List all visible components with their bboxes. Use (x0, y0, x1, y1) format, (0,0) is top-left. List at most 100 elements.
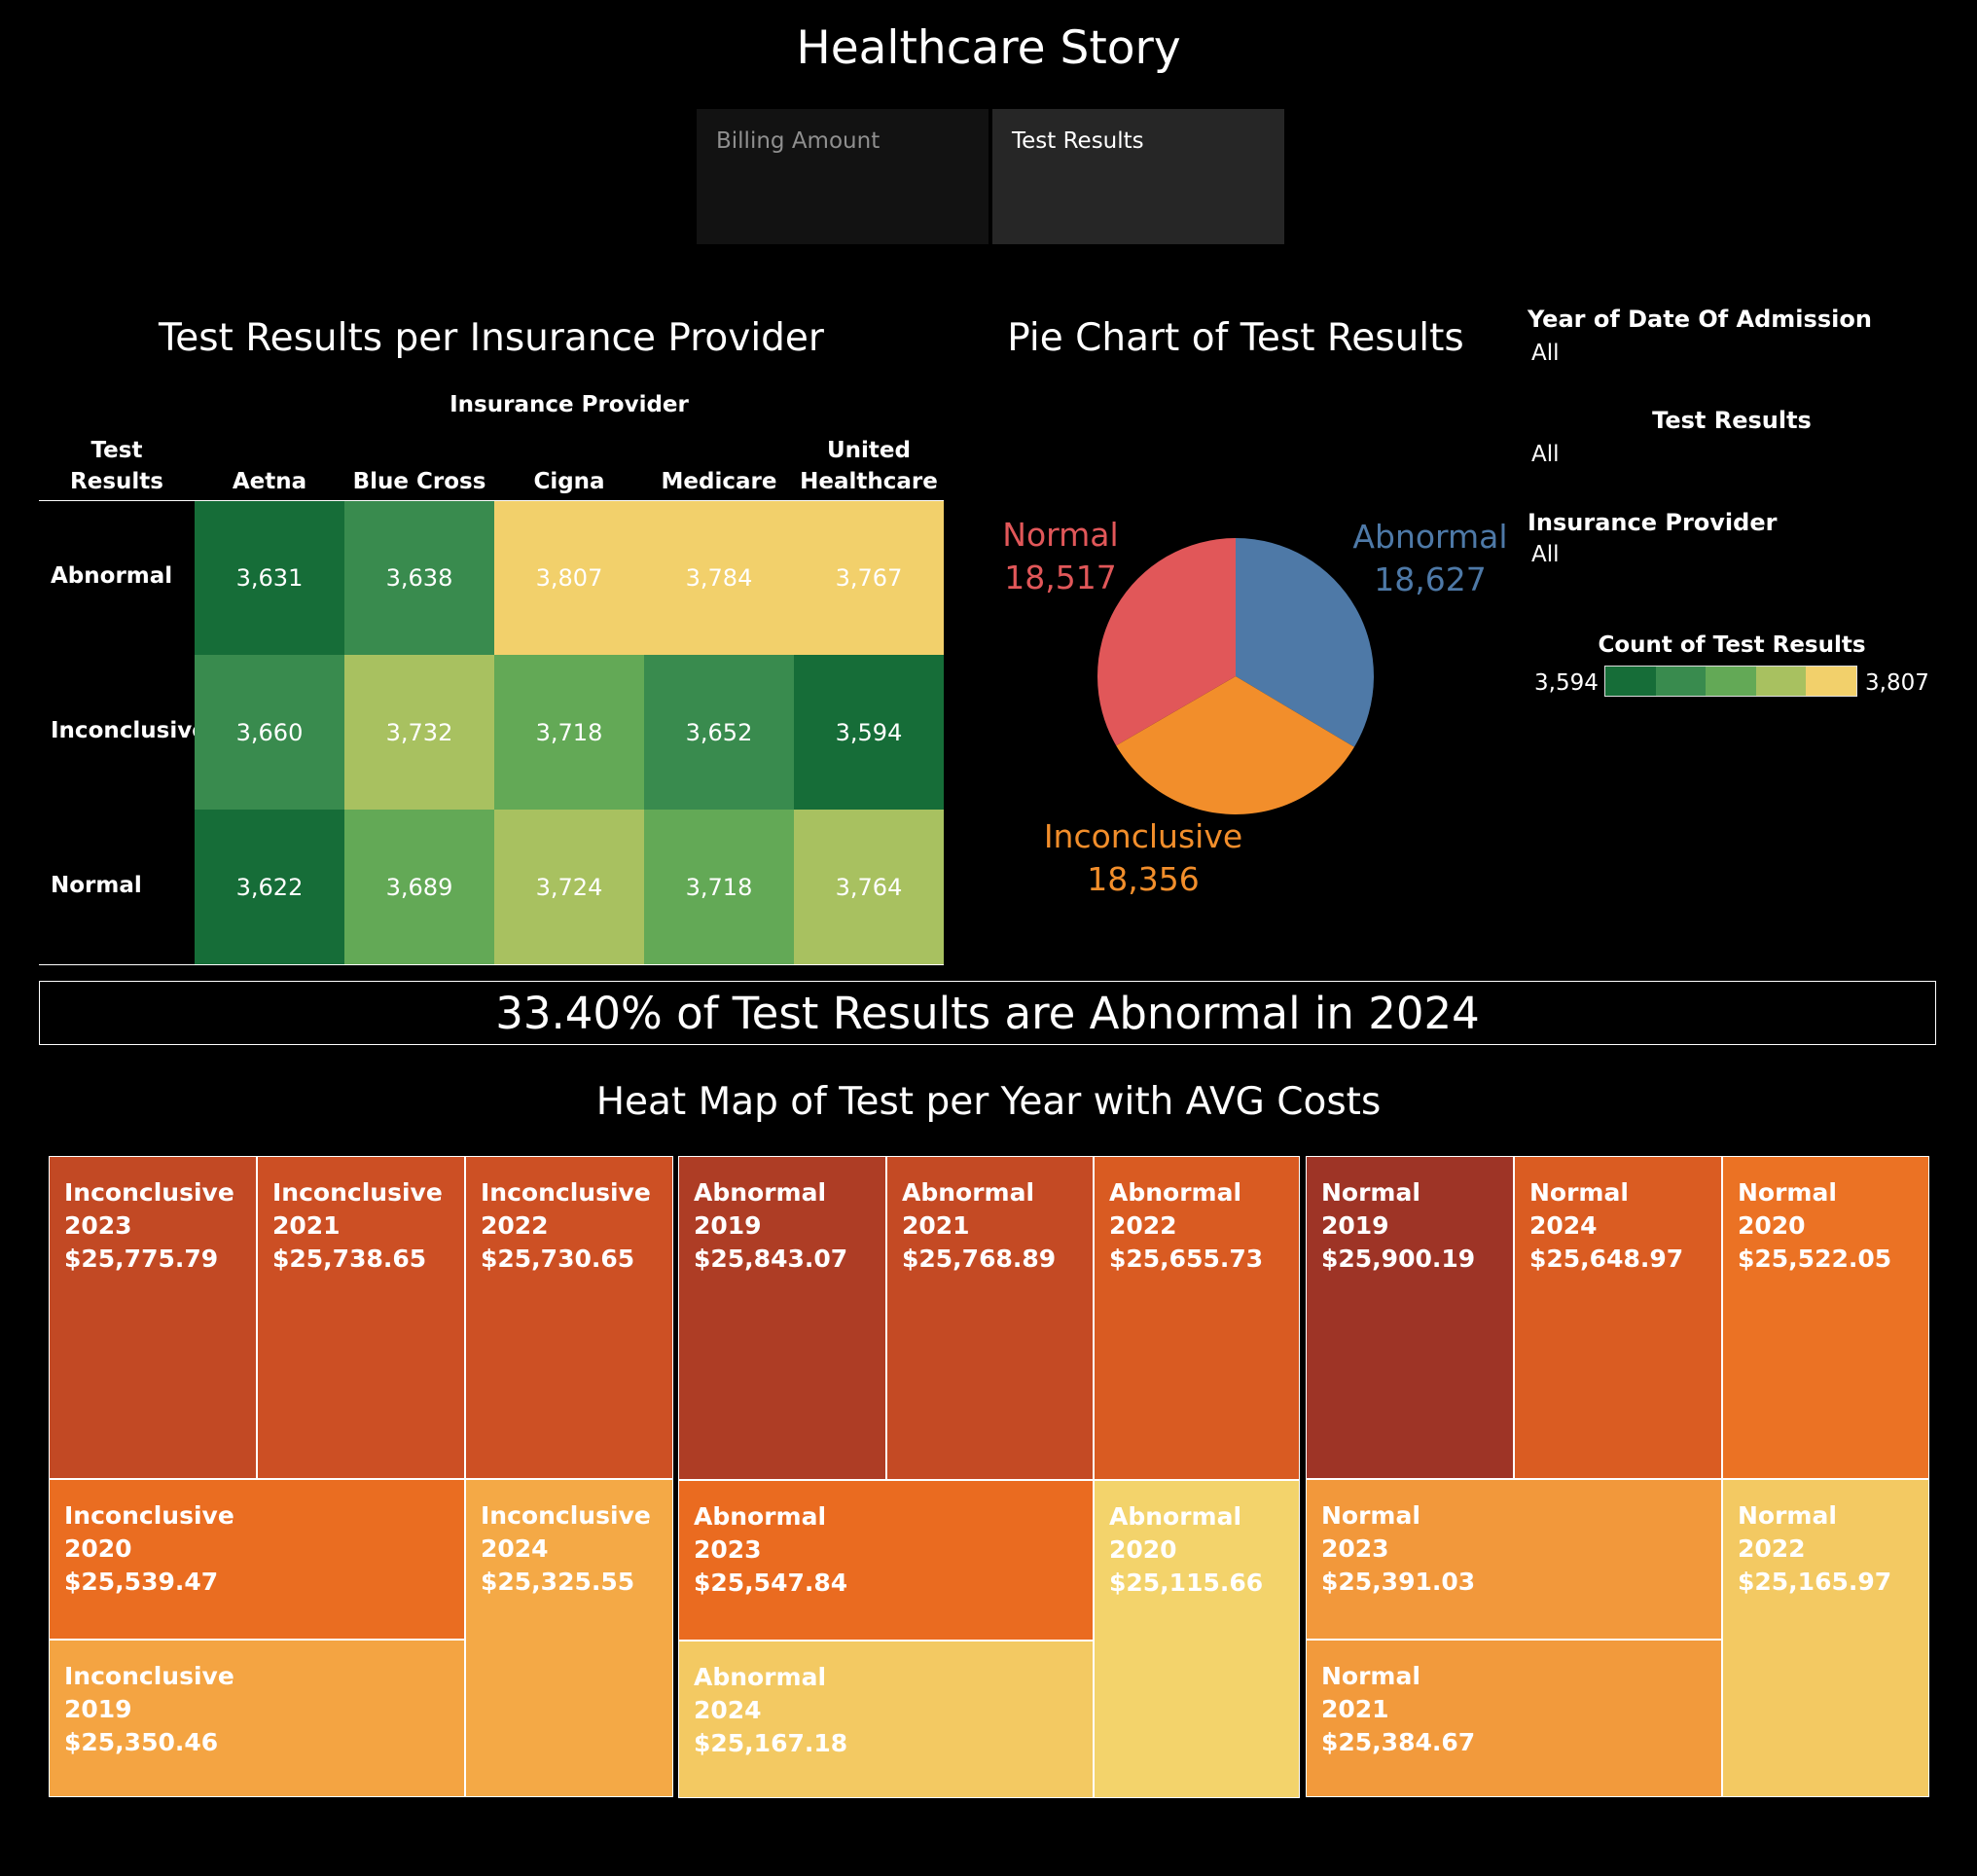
column-header-line: Healthcare (800, 469, 938, 494)
heatmap-cell[interactable]: 3,631 (195, 500, 344, 655)
treemap-cell[interactable]: Abnormal 2024 $25,167.18 (678, 1641, 1094, 1798)
treemap-cell-year: 2024 (1529, 1211, 1598, 1240)
legend-swatch (1706, 667, 1756, 696)
treemap-cell-cost: $25,115.66 (1109, 1569, 1264, 1597)
heatmap-cell[interactable]: 3,724 (494, 810, 644, 964)
tab-billing-amount[interactable]: Billing Amount (697, 109, 988, 244)
treemap-cell-cost: $25,775.79 (64, 1245, 219, 1273)
heatmap-cell[interactable]: 3,652 (644, 655, 794, 810)
legend-color-bar (1604, 666, 1857, 697)
column-header: United Healthcare (794, 435, 944, 497)
treemap-cell-year: 2020 (64, 1534, 132, 1563)
treemap-cell-year: 2021 (902, 1211, 970, 1240)
treemap-cell-result: Inconclusive (64, 1178, 234, 1207)
treemap-cell[interactable]: Abnormal 2021 $25,768.89 (886, 1156, 1094, 1480)
treemap-cell-result: Inconclusive (481, 1178, 651, 1207)
legend-max-label: 3,807 (1865, 670, 1929, 696)
treemap-cell-cost: $25,900.19 (1321, 1245, 1476, 1273)
treemap-cell-result: Abnormal (694, 1663, 827, 1691)
treemap-cell-year: 2022 (1109, 1211, 1177, 1240)
treemap-cell-year: 2019 (64, 1695, 132, 1723)
treemap-cell[interactable]: Inconclusive 2019 $25,350.46 (49, 1640, 465, 1797)
treemap-cell-cost: $25,539.47 (64, 1568, 219, 1596)
filter-test-results-value[interactable]: All (1531, 442, 1560, 467)
treemap-cell-result: Inconclusive (272, 1178, 443, 1207)
column-header-line: Aetna (232, 469, 307, 494)
treemap-cell-year: 2019 (1321, 1211, 1389, 1240)
treemap-cell[interactable]: Inconclusive 2023 $25,775.79 (49, 1156, 257, 1479)
pie-label-abnormal-name: Abnormal (1352, 518, 1508, 556)
treemap-cell-cost: $25,547.84 (694, 1569, 848, 1597)
treemap-cell-year: 2024 (694, 1696, 762, 1724)
treemap-cell[interactable]: Normal 2021 $25,384.67 (1306, 1640, 1722, 1797)
row-label: Normal (51, 873, 142, 898)
heatmap-cell[interactable]: 3,689 (344, 810, 494, 964)
column-header: Blue Cross (344, 466, 494, 497)
treemap-cell[interactable]: Inconclusive 2021 $25,738.65 (257, 1156, 465, 1479)
treemap-cell[interactable]: Normal 2019 $25,900.19 (1306, 1156, 1514, 1479)
heatmap-cell[interactable]: 3,638 (344, 500, 494, 655)
treemap-cell-cost: $25,768.89 (902, 1245, 1057, 1273)
insight-banner: 33.40% of Test Results are Abnormal in 2… (39, 981, 1936, 1045)
treemap-cell[interactable]: Abnormal 2020 $25,115.66 (1094, 1480, 1300, 1798)
row-header-line-2: Results (70, 469, 163, 494)
treemap-cell[interactable]: Normal 2022 $25,165.97 (1722, 1479, 1929, 1797)
heatmap-cell[interactable]: 3,807 (494, 500, 644, 655)
story-title: Healthcare Story (796, 21, 1181, 75)
pie-label-normal: Normal 18,517 (983, 514, 1138, 599)
pie-label-inconclusive-value: 18,356 (1087, 860, 1200, 898)
treemap-cell-year: 2021 (1321, 1695, 1389, 1723)
treemap-cell-year: 2020 (1109, 1535, 1177, 1564)
pie-label-abnormal: Abnormal 18,627 (1343, 516, 1518, 601)
legend-title: Count of Test Results (1598, 632, 1866, 658)
tab-test-results[interactable]: Test Results (992, 109, 1284, 244)
legend-min-label: 3,594 (1534, 670, 1599, 696)
heatmap-cell[interactable]: 3,718 (494, 655, 644, 810)
treemap-cell-cost: $25,384.67 (1321, 1728, 1476, 1756)
treemap-cell-cost: $25,648.97 (1529, 1245, 1684, 1273)
treemap-cell-result: Normal (1321, 1178, 1420, 1207)
heatmap-cell[interactable]: 3,660 (195, 655, 344, 810)
treemap-cell-result: Normal (1321, 1662, 1420, 1690)
heatmap-cell[interactable]: 3,784 (644, 500, 794, 655)
heatmap-cell[interactable]: 3,732 (344, 655, 494, 810)
column-group-header: Insurance Provider (449, 392, 689, 417)
column-header: Medicare (644, 466, 794, 497)
column-header-line: Cigna (533, 469, 605, 494)
column-header-line: United (827, 438, 911, 463)
treemap-cell-result: Inconclusive (64, 1662, 234, 1690)
treemap-cell-result: Abnormal (1109, 1502, 1242, 1531)
pie-slice-inconclusive[interactable] (1116, 676, 1354, 814)
pie-slice-normal[interactable] (1097, 538, 1236, 746)
treemap-cell[interactable]: Inconclusive 2022 $25,730.65 (465, 1156, 673, 1479)
pie-slice-abnormal[interactable] (1236, 538, 1374, 747)
pie-label-inconclusive-name: Inconclusive (1043, 817, 1243, 855)
treemap-cell[interactable]: Abnormal 2019 $25,843.07 (678, 1156, 886, 1480)
heatmap-cell[interactable]: 3,718 (644, 810, 794, 964)
heatmap-cell[interactable]: 3,622 (195, 810, 344, 964)
treemap-cell[interactable]: Normal 2023 $25,391.03 (1306, 1479, 1722, 1640)
treemap-cell-year: 2023 (64, 1211, 132, 1240)
treemap-cell[interactable]: Inconclusive 2020 $25,539.47 (49, 1479, 465, 1640)
row-label: Abnormal (51, 563, 173, 589)
treemap-cell-result: Abnormal (902, 1178, 1035, 1207)
filter-year-value[interactable]: All (1531, 341, 1560, 366)
heatmap-cell[interactable]: 3,764 (794, 810, 944, 964)
row-header: Test Results (39, 435, 195, 497)
filter-insurance-value[interactable]: All (1531, 542, 1560, 567)
treemap-cell[interactable]: Inconclusive 2024 $25,325.55 (465, 1479, 673, 1797)
heatmap-cell[interactable]: 3,767 (794, 500, 944, 655)
column-header: Cigna (494, 466, 644, 497)
treemap-cell-cost: $25,655.73 (1109, 1245, 1264, 1273)
treemap-cell[interactable]: Abnormal 2022 $25,655.73 (1094, 1156, 1300, 1480)
treemap-cell-result: Inconclusive (481, 1501, 651, 1530)
table-rule (39, 964, 944, 965)
treemap-cell-result: Abnormal (694, 1178, 827, 1207)
treemap-cell-year: 2020 (1738, 1211, 1806, 1240)
legend-swatch (1655, 667, 1707, 696)
heatmap-cell[interactable]: 3,594 (794, 655, 944, 810)
treemap-cell[interactable]: Abnormal 2023 $25,547.84 (678, 1480, 1094, 1641)
treemap-cell-cost: $25,843.07 (694, 1245, 848, 1273)
treemap-cell[interactable]: Normal 2024 $25,648.97 (1514, 1156, 1722, 1479)
treemap-cell[interactable]: Normal 2020 $25,522.05 (1722, 1156, 1929, 1479)
